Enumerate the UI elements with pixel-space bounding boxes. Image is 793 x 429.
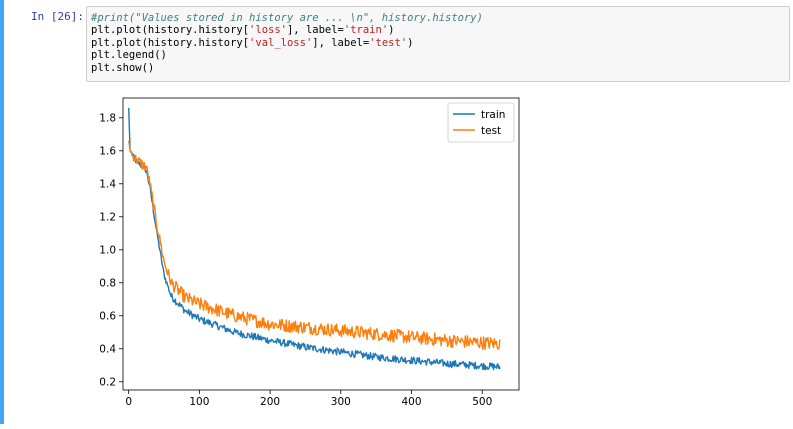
x-tick-label: 0 xyxy=(125,396,132,408)
code-text: ) xyxy=(388,24,395,37)
y-tick-label: 0.2 xyxy=(99,377,116,389)
plot-frame xyxy=(122,97,520,391)
code-string: 'val_loss' xyxy=(249,36,313,49)
code-text: ], label= xyxy=(312,36,370,49)
code-line: plt.legend() xyxy=(91,49,785,61)
code-text: ], label= xyxy=(286,24,344,37)
y-tick-label: 0.6 xyxy=(99,311,116,323)
code-string: 'test' xyxy=(369,36,408,49)
x-tick-label: 500 xyxy=(472,396,492,408)
code-cell-editor[interactable]: #print("Values stored in history are ...… xyxy=(86,6,790,82)
code-text: plt.show() xyxy=(91,61,155,74)
chart-legend: train test xyxy=(447,102,515,143)
code-line: plt.plot(history.history['val_loss'], la… xyxy=(91,37,785,49)
x-tick-label: 100 xyxy=(189,396,209,408)
code-text: plt.plot(history.history[ xyxy=(91,36,250,49)
x-tick-label: 200 xyxy=(260,396,280,408)
code-text: plt.legend() xyxy=(91,49,167,62)
loss-chart: 0 100 200 300 400 500 0.2 0.4 0.6 0.8 1.0 1.2 1.4 1.6… xyxy=(99,97,520,408)
cell-output: 0 100 200 300 400 500 0.2 0.4 0.6 0.8 1.0 1.2 1.4 1.6… xyxy=(86,88,790,424)
code-line: plt.show() xyxy=(91,62,785,74)
code-comment: #print("Values stored in history are ...… xyxy=(91,12,483,24)
code-line: #print("Values stored in history are ...… xyxy=(91,12,785,24)
code-string: 'train' xyxy=(343,24,389,37)
code-line: plt.plot(history.history['loss'], label=… xyxy=(91,24,785,36)
legend-box xyxy=(447,102,515,143)
legend-label-test: test xyxy=(481,125,501,137)
series-line-train xyxy=(128,107,501,371)
code-text: plt.plot(history.history[ xyxy=(91,24,250,37)
y-tick-label: 1.0 xyxy=(99,245,116,257)
y-tick-label: 1.4 xyxy=(99,179,116,191)
code-text: ) xyxy=(407,36,414,49)
cell-selection-bar xyxy=(0,0,4,424)
legend-label-train: train xyxy=(481,109,505,121)
x-tick-label: 300 xyxy=(331,396,351,408)
x-tick-label: 400 xyxy=(401,396,421,408)
series-line-test xyxy=(128,140,501,350)
y-tick-label: 0.4 xyxy=(99,344,116,356)
y-tick-label: 1.6 xyxy=(99,146,116,158)
y-tick-label: 0.8 xyxy=(99,278,116,290)
input-prompt: In [26]: xyxy=(31,10,84,23)
y-tick-label: 1.8 xyxy=(99,113,116,125)
y-tick-label: 1.2 xyxy=(99,212,116,224)
code-string: 'loss' xyxy=(249,24,287,37)
